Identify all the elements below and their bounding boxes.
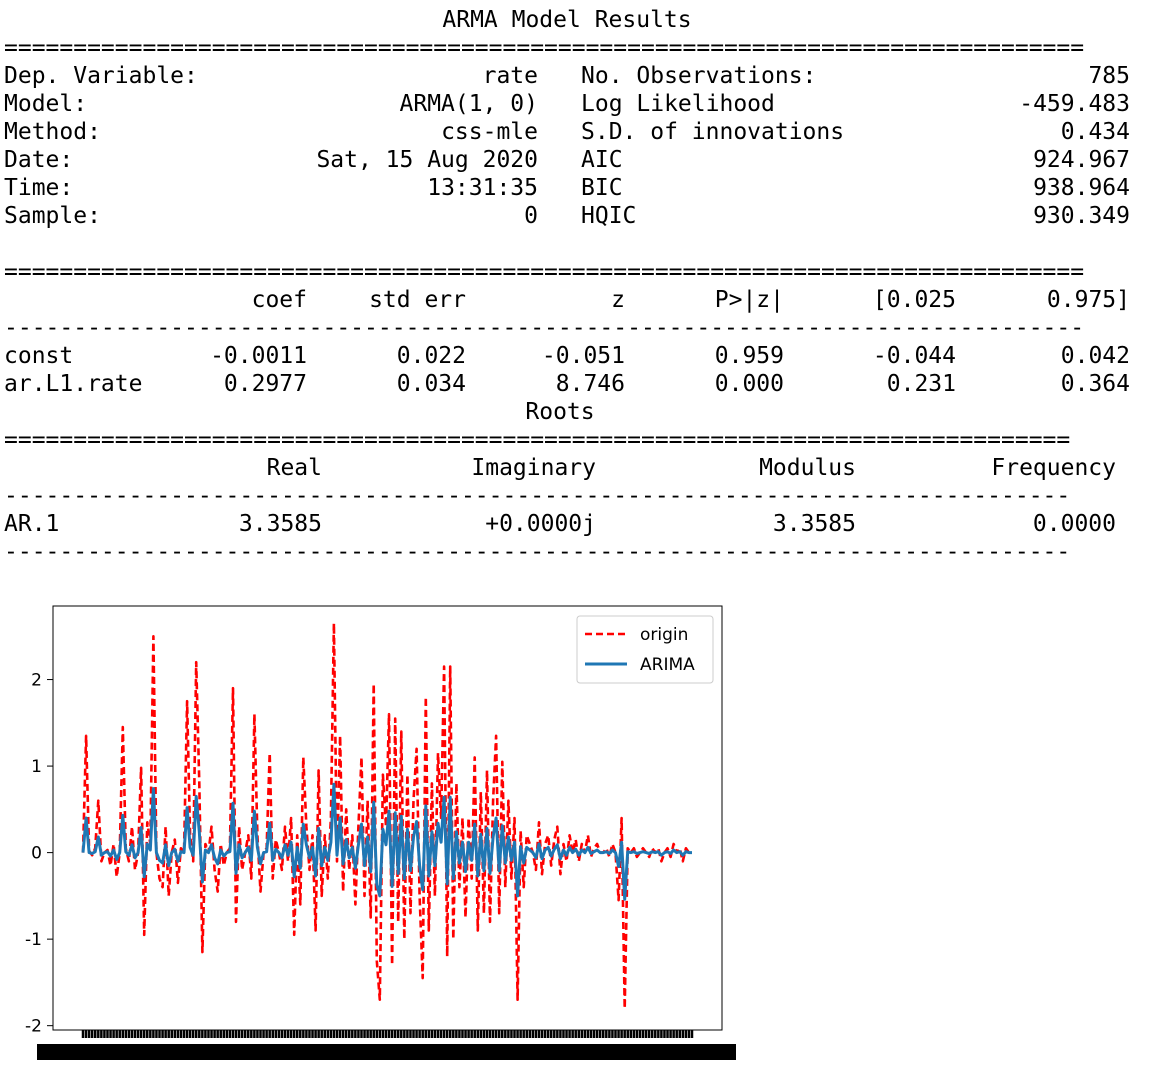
y-tick-label: 1 [31, 757, 42, 777]
roots-cell: 3.3585 [238, 511, 322, 537]
info-value: 924.967 [1033, 147, 1130, 173]
y-tick-label: 2 [31, 671, 42, 691]
coef-column-header: coef [251, 287, 307, 313]
coef-column-header: z [611, 287, 625, 313]
coef-cell: 0.959 [714, 343, 784, 369]
info-label: Time: [4, 175, 74, 201]
info-value: 930.349 [1033, 203, 1130, 229]
info-label: Log Likelihood [581, 91, 775, 117]
legend-label: ARIMA [640, 655, 695, 675]
info-value: 0.434 [1060, 119, 1130, 145]
rule-double-roots: ========================================… [4, 427, 1071, 453]
roots-row-name: AR.1 [4, 511, 60, 537]
y-tick-label: 0 [31, 844, 42, 864]
info-value: -459.483 [1019, 91, 1130, 117]
rule-single-roots-bottom: ----------------------------------------… [4, 539, 1071, 565]
roots-column-header: Real [266, 455, 322, 481]
coef-cell: 0.2977 [223, 371, 307, 397]
roots-column-header: Modulus [759, 455, 856, 481]
coef-cell: 0.364 [1060, 371, 1130, 397]
y-tick-label: -2 [25, 1017, 42, 1037]
info-label: Model: [4, 91, 88, 117]
info-label: HQIC [581, 203, 637, 229]
coef-column-header: std err [369, 287, 466, 313]
info-value: 785 [1088, 63, 1130, 89]
coef-cell: 0.231 [886, 371, 956, 397]
info-value: rate [482, 63, 538, 89]
info-label: AIC [581, 147, 623, 173]
coef-column-header: [0.025 [872, 287, 956, 313]
legend-label: origin [640, 625, 688, 645]
info-value: 0 [524, 203, 538, 229]
info-label: S.D. of innovations [581, 119, 845, 145]
rule-single-roots-top: ----------------------------------------… [4, 483, 1071, 509]
info-label: Dep. Variable: [4, 63, 198, 89]
coef-cell: -0.051 [541, 343, 625, 369]
coef-cell: 0.022 [396, 343, 466, 369]
x-tick-labels-overlapped [37, 1044, 736, 1060]
coef-cell: 0.034 [396, 371, 466, 397]
info-value: 13:31:35 [427, 175, 538, 201]
info-value: Sat, 15 Aug 2020 [316, 147, 538, 173]
roots-column-header: Frequency [991, 455, 1116, 481]
info-value: ARMA(1, 0) [399, 91, 538, 117]
series-line-arima [81, 782, 692, 901]
roots-cell: 3.3585 [772, 511, 856, 537]
rule-single-coef-top: ----------------------------------------… [4, 315, 1085, 341]
roots-cell: 0.0000 [1032, 511, 1116, 537]
rule-double-coef: ========================================… [4, 259, 1085, 285]
info-value: css-mle [441, 119, 538, 145]
summary-title: ARMA Model Results [442, 7, 692, 33]
rule-double-top: ========================================… [4, 35, 1085, 61]
info-value: 938.964 [1033, 175, 1130, 201]
coef-column-header: 0.975] [1046, 287, 1130, 313]
coef-cell: -0.044 [872, 343, 956, 369]
coef-cell: -0.0011 [210, 343, 307, 369]
roots-cell: +0.0000j [485, 511, 596, 537]
roots-title: Roots [525, 399, 595, 425]
coef-cell: 0.000 [714, 371, 784, 397]
info-label: BIC [581, 175, 623, 201]
roots-column-header: Imaginary [471, 455, 596, 481]
coef-column-header: P>|z| [714, 287, 784, 313]
coef-cell: 0.042 [1060, 343, 1130, 369]
y-tick-label: -1 [25, 930, 42, 950]
info-label: Method: [4, 119, 101, 145]
info-label: Date: [4, 147, 74, 173]
coef-cell: 8.746 [555, 371, 625, 397]
arima-line-chart: 2 1 0 -1 -2 origin ARIMA [25, 605, 736, 1060]
info-label: Sample: [4, 203, 101, 229]
coef-row-name: const [4, 343, 74, 369]
info-label: No. Observations: [581, 63, 817, 89]
coef-row-name: ar.L1.rate [4, 371, 143, 397]
